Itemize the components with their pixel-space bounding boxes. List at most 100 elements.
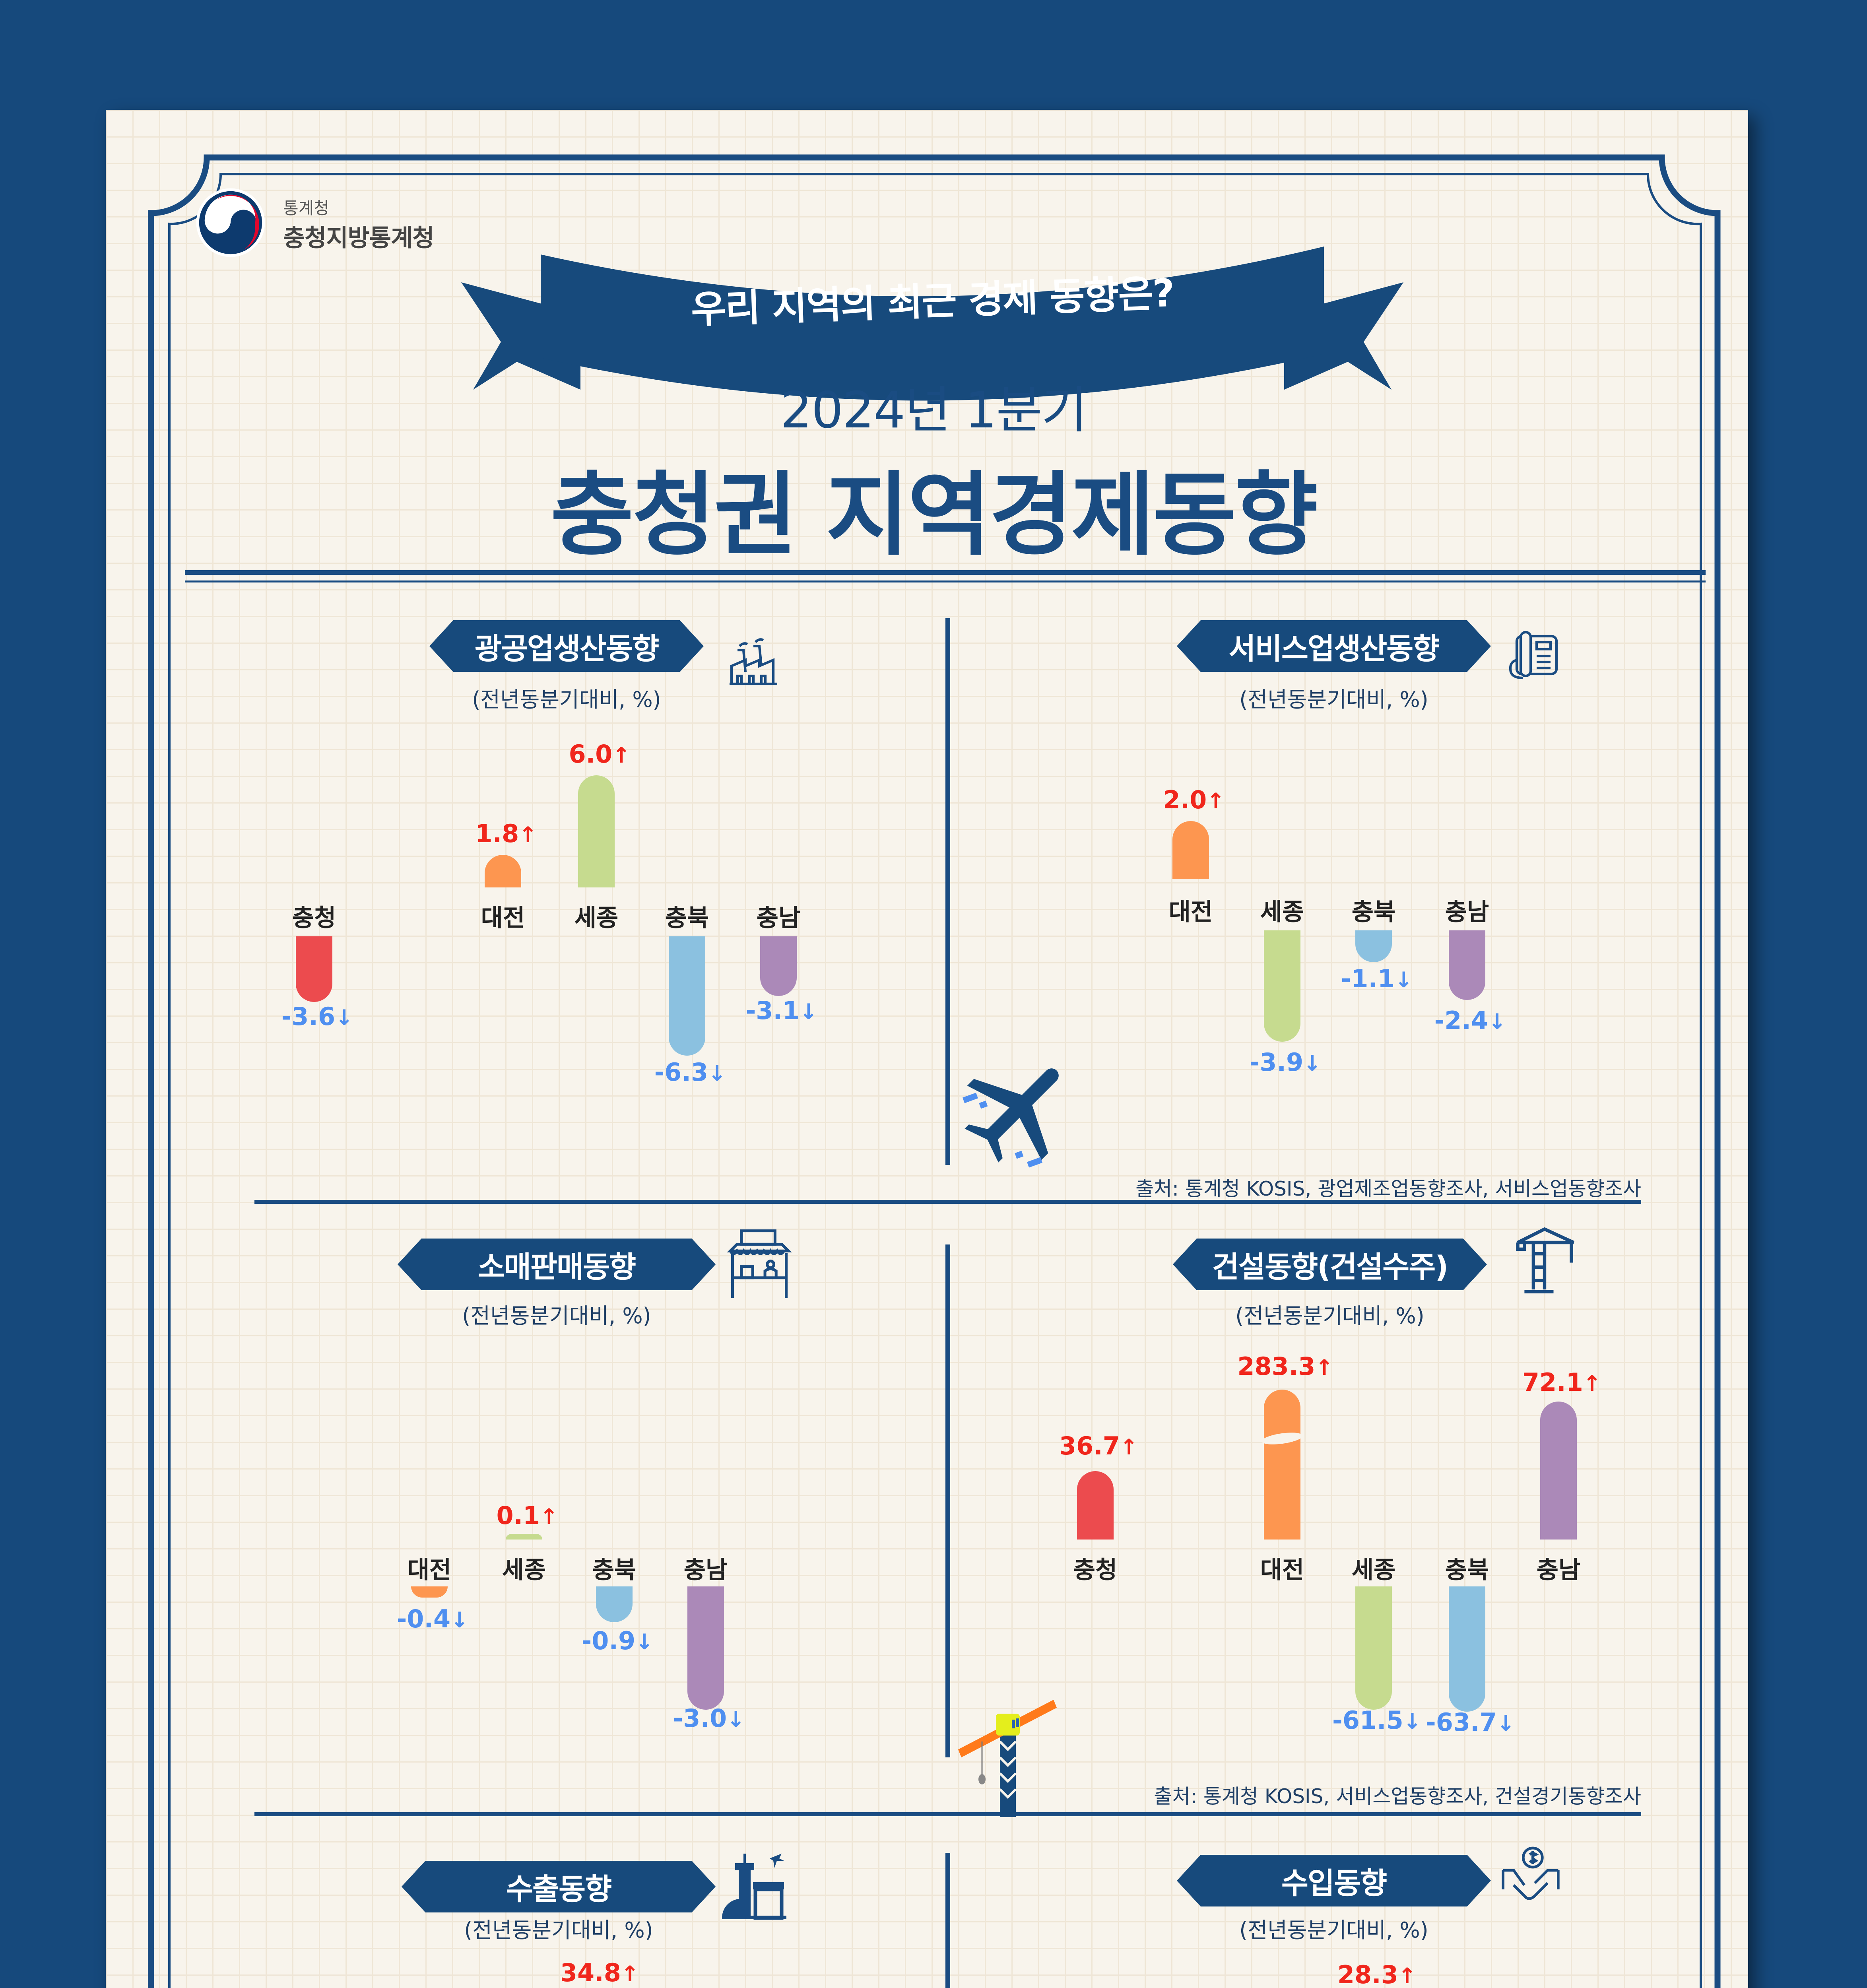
section-banner-construction: 건설동향(건설수주) xyxy=(1173,1239,1487,1290)
value-label: -0.4↓ xyxy=(373,1604,492,1633)
org-name-small: 통계청 xyxy=(283,198,329,218)
value-label: -0.9↓ xyxy=(558,1626,677,1655)
bar-retail-1 xyxy=(506,1534,542,1540)
region-label: 충북 xyxy=(1351,898,1396,926)
value-label: -2.4↓ xyxy=(1411,1006,1530,1035)
bar-mining-0 xyxy=(296,936,332,1002)
money-handshake-icon xyxy=(1502,1846,1560,1900)
region-label: 충북 xyxy=(1445,1556,1489,1584)
region-label: 충청 xyxy=(292,904,336,932)
unit-label-retail: (전년동분기대비, %) xyxy=(462,1303,651,1328)
factory-icon xyxy=(730,638,777,685)
unit-label-imports: (전년동분기대비, %) xyxy=(1239,1918,1428,1943)
bar-construction-3 xyxy=(1449,1586,1485,1712)
arrow-up-icon: ↑ xyxy=(621,1961,639,1986)
section-banner-retail: 소매판매동향 xyxy=(398,1239,716,1290)
bar-mining-2 xyxy=(578,775,615,887)
government-logo-icon xyxy=(196,188,265,257)
region-label: 충남 xyxy=(756,904,801,932)
value-number: 36.7 xyxy=(1059,1431,1120,1460)
arrow-up-icon: ↑ xyxy=(1583,1371,1601,1396)
bar-construction-4 xyxy=(1540,1402,1577,1540)
value-label: 28.3↑ xyxy=(1317,1960,1436,1988)
row-divider-2 xyxy=(254,1812,1641,1816)
region-label: 충북 xyxy=(592,1556,637,1584)
region-label: 대전 xyxy=(1260,1556,1304,1584)
value-number: -3.1 xyxy=(745,996,800,1025)
center-divider-row3 xyxy=(945,1853,950,1988)
value-label: 2.0↑ xyxy=(1134,785,1254,814)
title-divider-thick xyxy=(185,570,1706,575)
unit-label-construction: (전년동분기대비, %) xyxy=(1235,1303,1425,1328)
value-label: 72.1↑ xyxy=(1502,1368,1621,1397)
arrow-down-icon: ↓ xyxy=(335,1005,353,1030)
value-label: 283.3↑ xyxy=(1226,1352,1345,1381)
region-label: 충남 xyxy=(1536,1556,1581,1584)
paper-background xyxy=(106,110,1748,1988)
arrow-down-icon: ↓ xyxy=(1403,1709,1421,1734)
bar-services-0 xyxy=(1172,821,1209,879)
value-label: 6.0↑ xyxy=(540,740,659,769)
bar-retail-0 xyxy=(411,1586,448,1598)
value-number: 283.3 xyxy=(1237,1352,1316,1381)
bar-services-2 xyxy=(1355,930,1392,962)
region-label: 충청 xyxy=(1073,1556,1118,1584)
ribbon-banner xyxy=(461,247,1403,401)
value-number: -1.1 xyxy=(1341,964,1395,993)
section-banner-services: 서비스업생산동향 xyxy=(1177,620,1491,672)
title-divider-thin xyxy=(185,580,1706,582)
arrow-up-icon: ↑ xyxy=(612,743,631,768)
arrow-down-icon: ↓ xyxy=(727,1707,745,1732)
crane-icon xyxy=(1516,1227,1574,1293)
arrow-down-icon: ↓ xyxy=(450,1607,469,1633)
value-number: -0.4 xyxy=(396,1604,451,1633)
bar-retail-3 xyxy=(687,1586,724,1710)
arrow-up-icon: ↑ xyxy=(1207,788,1225,813)
region-label: 충남 xyxy=(1445,898,1489,926)
arrow-down-icon: ↓ xyxy=(1303,1051,1322,1076)
value-number: 28.3 xyxy=(1337,1960,1398,1988)
section-banner-imports: 수입동향 xyxy=(1177,1855,1491,1906)
value-number: 72.1 xyxy=(1522,1368,1583,1397)
airplane-icon xyxy=(963,1068,1059,1168)
section-banner-exports: 수출동향 xyxy=(402,1861,716,1912)
value-label: 36.7↑ xyxy=(1039,1431,1158,1460)
arrow-down-icon: ↓ xyxy=(1488,1009,1506,1034)
unit-label-services: (전년동분기대비, %) xyxy=(1239,687,1428,712)
value-number: -3.9 xyxy=(1249,1048,1304,1077)
value-number: -2.4 xyxy=(1434,1006,1489,1035)
value-number: -6.3 xyxy=(654,1058,708,1087)
region-label: 세종 xyxy=(1351,1556,1396,1584)
region-label: 세종 xyxy=(1260,898,1304,926)
store-icon xyxy=(727,1229,792,1298)
value-number: -3.6 xyxy=(281,1002,336,1031)
arrow-down-icon: ↓ xyxy=(800,999,818,1024)
arrow-down-icon: ↓ xyxy=(1496,1711,1515,1736)
value-label: -3.6↓ xyxy=(258,1002,377,1031)
value-number: 6.0 xyxy=(569,740,613,769)
arrow-up-icon: ↑ xyxy=(540,1504,558,1529)
bar-mining-3 xyxy=(669,936,705,1056)
bar-mining-4 xyxy=(760,936,797,996)
source-note-construction: 출처: 통계청 KOSIS, 서비스업동향조사, 건설경기동향조사 xyxy=(1154,1785,1641,1808)
telephone-icon xyxy=(1509,631,1558,679)
bar-services-3 xyxy=(1449,930,1485,1000)
region-label: 충남 xyxy=(683,1556,728,1584)
arrow-up-icon: ↑ xyxy=(519,822,537,847)
bar-mining-1 xyxy=(485,855,521,887)
bar-construction-0 xyxy=(1077,1471,1114,1540)
value-number: -3.0 xyxy=(673,1704,727,1733)
center-divider-row1 xyxy=(945,618,950,1165)
value-label: -1.1↓ xyxy=(1317,964,1436,993)
value-label: -6.3↓ xyxy=(631,1058,750,1087)
tower-crane-illustration xyxy=(958,1700,1057,1817)
value-label: -3.0↓ xyxy=(649,1704,769,1733)
unit-label-exports: (전년동분기대비, %) xyxy=(464,1918,653,1943)
airport-icon xyxy=(722,1854,786,1920)
bar-retail-2 xyxy=(596,1586,633,1622)
region-label: 세종 xyxy=(574,904,619,932)
unit-label-mining: (전년동분기대비, %) xyxy=(472,687,661,712)
region-label: 대전 xyxy=(481,904,525,932)
arrow-down-icon: ↓ xyxy=(1395,967,1413,992)
